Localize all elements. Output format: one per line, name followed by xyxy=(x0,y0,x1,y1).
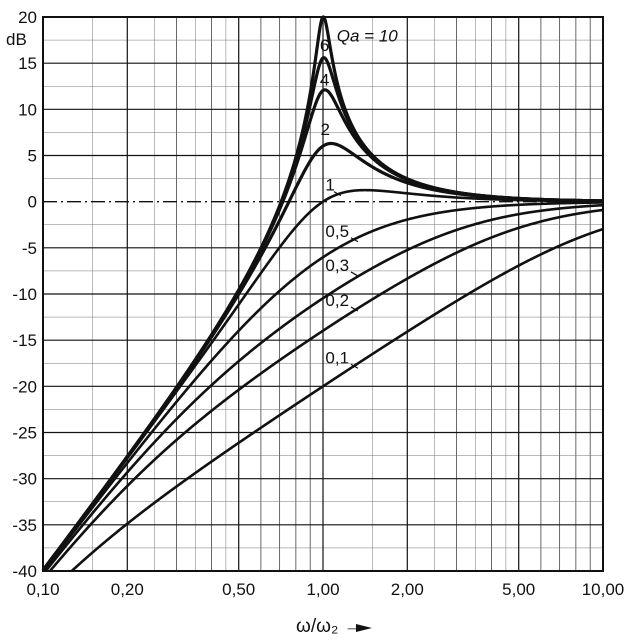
y-tick-label: 10 xyxy=(18,100,37,119)
y-axis-unit-label: dB xyxy=(6,30,27,49)
curve-label-q-10: Qa = 10 xyxy=(337,26,399,45)
y-tick-label: 20 xyxy=(18,8,37,27)
x-axis-label-group: ω/ω₂ → xyxy=(296,616,372,637)
y-tick-label: -15 xyxy=(12,331,37,350)
y-tick-label: -10 xyxy=(12,285,37,304)
y-tick-label: -20 xyxy=(12,377,37,396)
plot-frame xyxy=(42,16,604,572)
y-tick-label: -25 xyxy=(12,424,37,443)
curve-label-q-6: 6 xyxy=(320,36,329,55)
curve-q-0-3 xyxy=(44,203,604,572)
y-tick-label: 0 xyxy=(28,193,37,212)
y-tick-label: 5 xyxy=(28,147,37,166)
x-tick-label: 1,00 xyxy=(306,580,339,599)
x-axis-label: ω/ω₂ → xyxy=(296,616,363,637)
curve-q-0-2 xyxy=(49,208,604,572)
curve-label-leader xyxy=(350,271,359,277)
curve-label-q-2: 2 xyxy=(321,120,330,139)
y-axis-tick-labels: 20 15 10 5 0 -5 -10 -15 -20 -25 -30 -35 -40 xyxy=(12,8,37,581)
curve-label-q-4: 4 xyxy=(320,70,329,89)
curve-q-0-5 xyxy=(42,201,604,572)
x-tick-label: 0,10 xyxy=(26,580,59,599)
curve-label-q-0-2: 0,2 xyxy=(325,291,349,310)
curve-label-q-0-1: 0,1 xyxy=(325,348,349,367)
curve-label-q-0-5: 0,5 xyxy=(325,222,349,241)
x-tick-label: 10,00 xyxy=(582,580,625,599)
curve-label-leader xyxy=(333,191,342,197)
curve-label-leader xyxy=(350,363,359,369)
y-tick-label: 15 xyxy=(18,54,37,73)
y-tick-label: -40 xyxy=(12,562,37,581)
curve-group xyxy=(41,15,605,572)
y-tick-label: -5 xyxy=(22,239,37,258)
x-tick-label: 0,20 xyxy=(111,580,144,599)
y-tick-label: -30 xyxy=(12,470,37,489)
y-tick-label: -35 xyxy=(12,516,37,535)
x-axis-tick-labels: 0,10 0,20 0,50 1,00 2,00 5,00 10,00 xyxy=(26,580,624,599)
x-tick-label: 2,00 xyxy=(391,580,424,599)
curve-labels: Qa = 10 6 4 2 1 0,5 0,3 0,2 0,1 xyxy=(320,26,399,369)
curve-label-leader xyxy=(350,306,359,312)
curve-q-0-1 xyxy=(71,227,604,572)
curve-q-1 xyxy=(41,188,604,572)
curve-label-leader xyxy=(350,237,359,243)
x-axis-arrowhead xyxy=(356,624,372,632)
curve-label-q-1: 1 xyxy=(325,176,334,195)
x-tick-label: 5,00 xyxy=(502,580,535,599)
curve-label-q-0-3: 0,3 xyxy=(325,256,349,275)
x-tick-label: 0,50 xyxy=(222,580,255,599)
